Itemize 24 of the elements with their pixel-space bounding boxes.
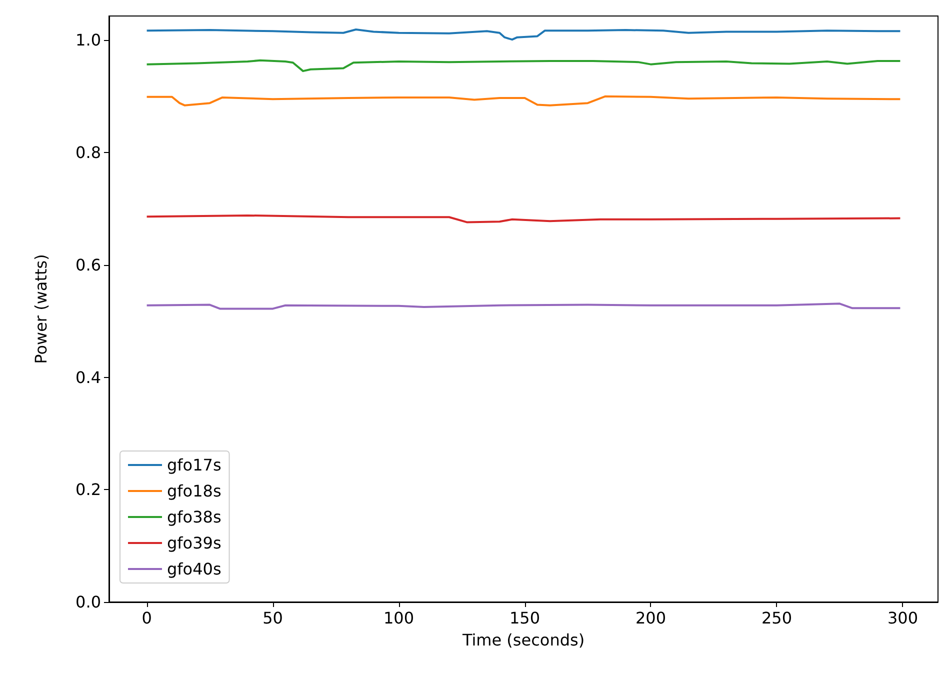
y-tick-label: 0.0 [76, 592, 101, 612]
x-tick-label: 150 [509, 608, 540, 628]
x-tick-label: 100 [384, 608, 414, 628]
legend-label: gfo38s [167, 508, 222, 526]
legend-label: gfo39s [167, 534, 222, 552]
x-axis-title: Time (seconds) [461, 630, 585, 650]
x-tick-label: 200 [635, 608, 666, 628]
legend-label: gfo17s [167, 456, 222, 474]
y-axis-title: Power (watts) [32, 254, 50, 364]
x-tick-label: 300 [887, 608, 918, 628]
y-tick-label: 1.0 [76, 30, 101, 50]
legend-label: gfo40s [167, 560, 222, 578]
line-series [146, 95, 902, 106]
y-tick-label: 0.4 [76, 368, 101, 387]
y-tick-label: 0.6 [76, 255, 101, 274]
x-tick-label: 50 [262, 608, 283, 628]
x-tick-label: 250 [761, 608, 792, 628]
x-tick-label: 0 [142, 608, 152, 628]
y-tick-label: 0.2 [76, 480, 101, 500]
line-series [146, 214, 902, 224]
y-tick-label: 0.8 [76, 143, 101, 162]
legend-label: gfo18s [167, 482, 222, 500]
line-series [146, 59, 902, 72]
line-series [146, 28, 902, 41]
